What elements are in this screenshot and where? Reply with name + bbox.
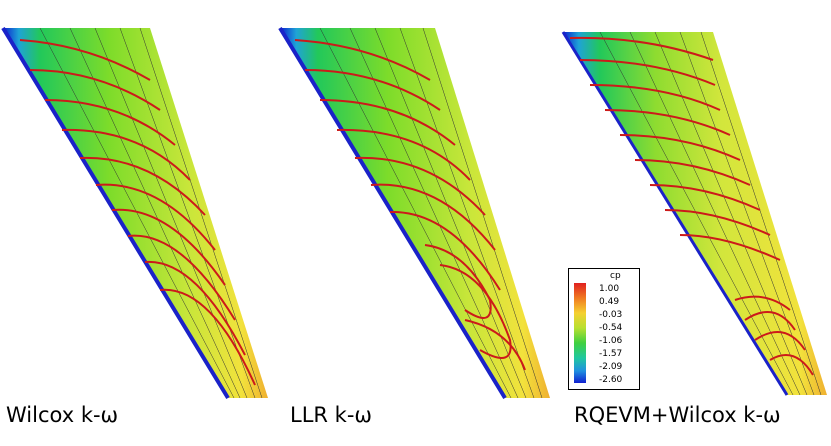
legend-level: 0.49: [599, 297, 620, 307]
leading-edge: [561, 31, 789, 396]
legend-level: -1.57: [599, 349, 623, 359]
caption-llr: LLR k-ω: [290, 403, 372, 427]
isobars: [319, 27, 543, 399]
leading-edge: [278, 26, 507, 400]
legend-level: -0.03: [599, 310, 623, 320]
legend-colorbar: [574, 283, 586, 383]
isobars: [39, 27, 263, 399]
wing-surface: [280, 28, 550, 398]
wing-panel-rqevm: [561, 31, 827, 396]
legend-title: cp: [610, 271, 621, 281]
legend-level: 1.00: [599, 284, 620, 294]
streamlines: [569, 36, 814, 376]
streamlines: [294, 39, 526, 371]
wing-surface: [563, 32, 827, 395]
wing-surface: [3, 28, 268, 398]
legend-level: -1.06: [599, 336, 623, 346]
legend-level: -2.60: [599, 375, 623, 385]
legend-level: -0.54: [599, 323, 623, 333]
cp-legend: cp 1.00 0.49 -0.03 -0.54 -1.06 -1.57: [568, 268, 640, 390]
isobars: [599, 31, 822, 396]
caption-rqevm: RQEVM+Wilcox k-ω: [574, 403, 781, 427]
legend-level: -2.09: [599, 362, 623, 372]
wing-panel-wilcox: [1, 26, 268, 400]
caption-wilcox: Wilcox k-ω: [6, 403, 119, 427]
leading-edge: [1, 26, 230, 400]
streamlines: [19, 39, 256, 386]
wing-panel-llr: [278, 26, 550, 400]
